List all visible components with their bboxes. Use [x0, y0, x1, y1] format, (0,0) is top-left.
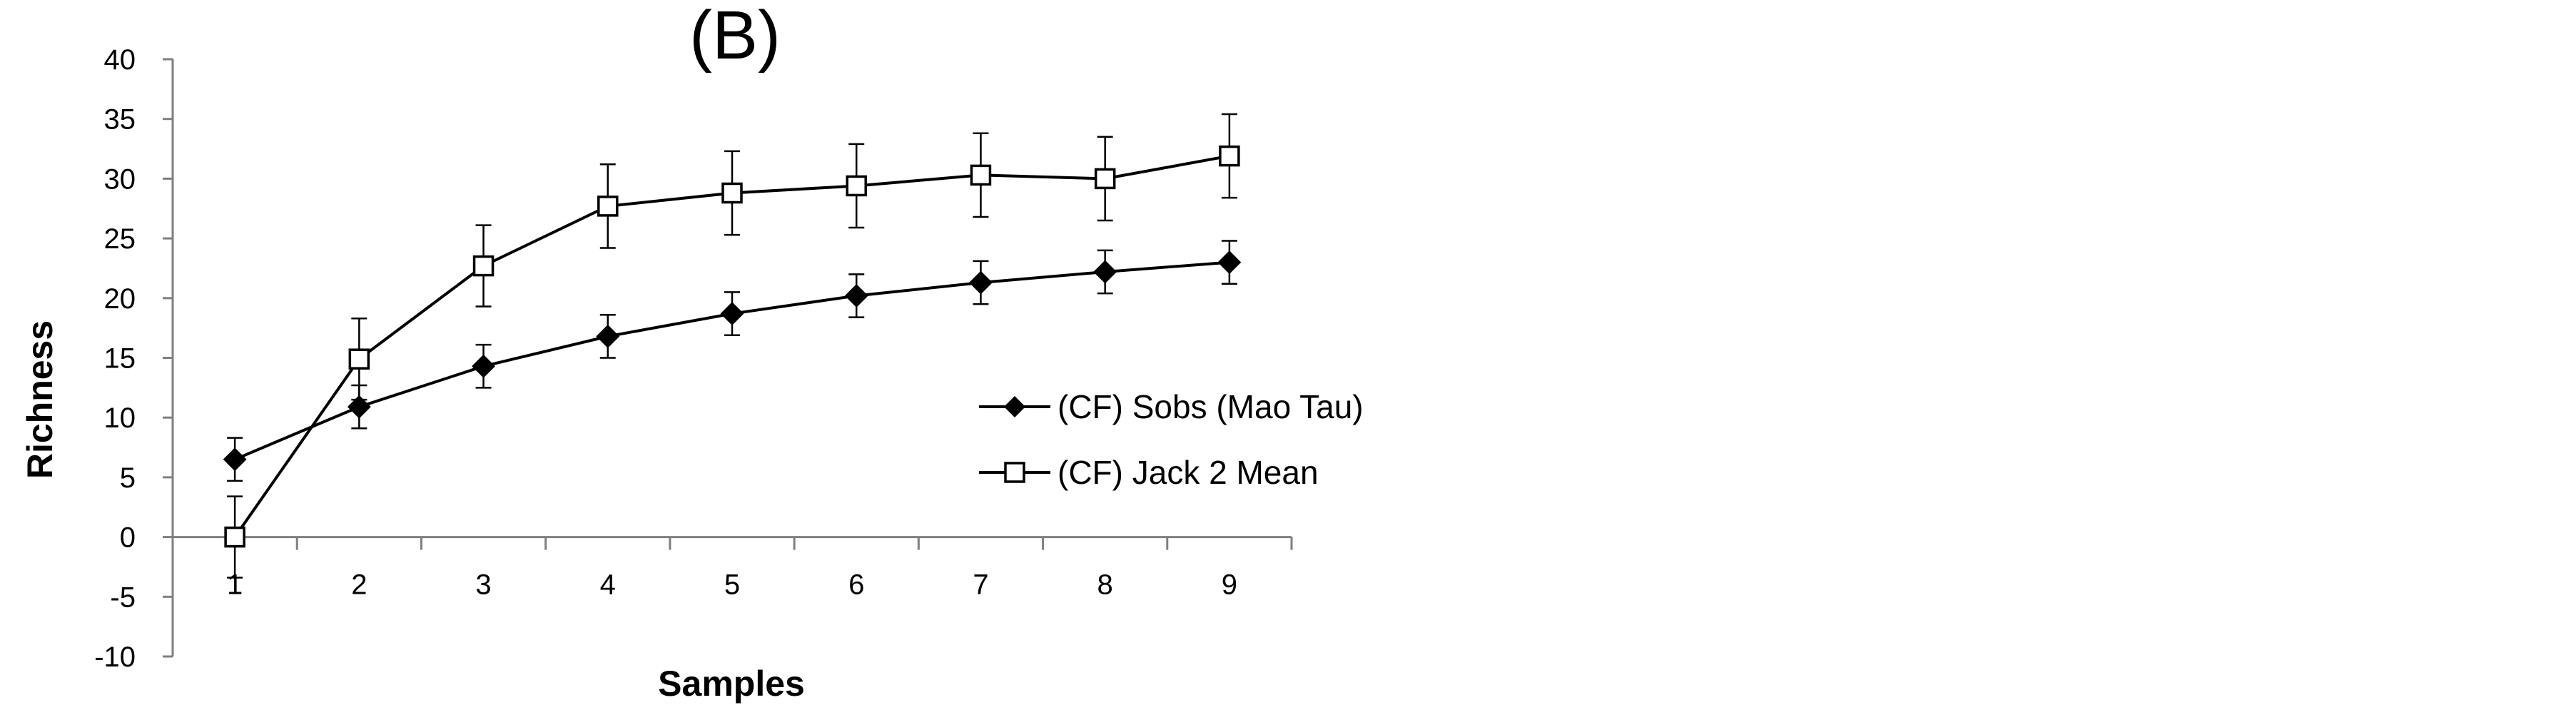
series-2 [224, 113, 1240, 579]
y-tick-label: -5 [110, 582, 136, 613]
data-point [472, 354, 495, 378]
data-point [1093, 260, 1117, 284]
data-point [1094, 168, 1116, 190]
y-tick-label: 10 [104, 402, 136, 434]
data-point [596, 324, 620, 348]
legend-label: (CF) Jack 2 Mean [1058, 454, 1319, 491]
data-point [844, 284, 868, 308]
x-tick-label: 3 [475, 569, 491, 601]
x-tick-label: 7 [973, 569, 988, 601]
x-tick-label: 4 [600, 569, 616, 601]
data-point [721, 182, 743, 204]
x-tick-label: 8 [1097, 569, 1113, 601]
data-point [472, 255, 495, 277]
x-tick-label: 9 [1222, 569, 1237, 601]
data-point [597, 196, 619, 217]
data-point [970, 164, 992, 186]
y-tick-label: 35 [104, 104, 136, 136]
legend-marker [1004, 396, 1025, 417]
y-tick-label: 20 [104, 283, 136, 315]
series-layer [223, 113, 1242, 579]
chart-title: (B) [689, 0, 781, 73]
y-tick-label: 15 [104, 343, 136, 375]
data-point [1219, 145, 1240, 167]
y-tick-label: 5 [120, 462, 136, 494]
data-point [720, 302, 744, 325]
legend-item: (CF) Sobs (Mao Tau) [979, 388, 1364, 425]
series-1 [223, 240, 1242, 482]
x-axis-title: Samples [658, 664, 805, 704]
data-point [1217, 250, 1242, 274]
legend-label: (CF) Sobs (Mao Tau) [1058, 388, 1364, 425]
y-tick-label: 0 [120, 522, 136, 554]
y-tick-label: 40 [104, 44, 136, 76]
data-point [223, 447, 247, 472]
data-point [224, 526, 245, 548]
y-axis-title: Richness [20, 320, 60, 479]
y-tick-label: 30 [104, 163, 136, 195]
data-point [347, 395, 371, 419]
data-point [846, 175, 867, 197]
x-tick-label: 5 [724, 569, 740, 601]
x-tick-label: 2 [351, 569, 367, 601]
legend-item: (CF) Jack 2 Mean [979, 454, 1319, 491]
y-tick-label: -10 [94, 642, 136, 673]
data-point [348, 348, 370, 370]
x-tick-label: 6 [848, 569, 864, 601]
y-tick-label: 25 [104, 223, 136, 255]
legend: (CF) Sobs (Mao Tau) (CF) Jack 2 Mean [979, 388, 1364, 491]
data-point [969, 270, 993, 295]
legend-marker [1004, 462, 1025, 483]
